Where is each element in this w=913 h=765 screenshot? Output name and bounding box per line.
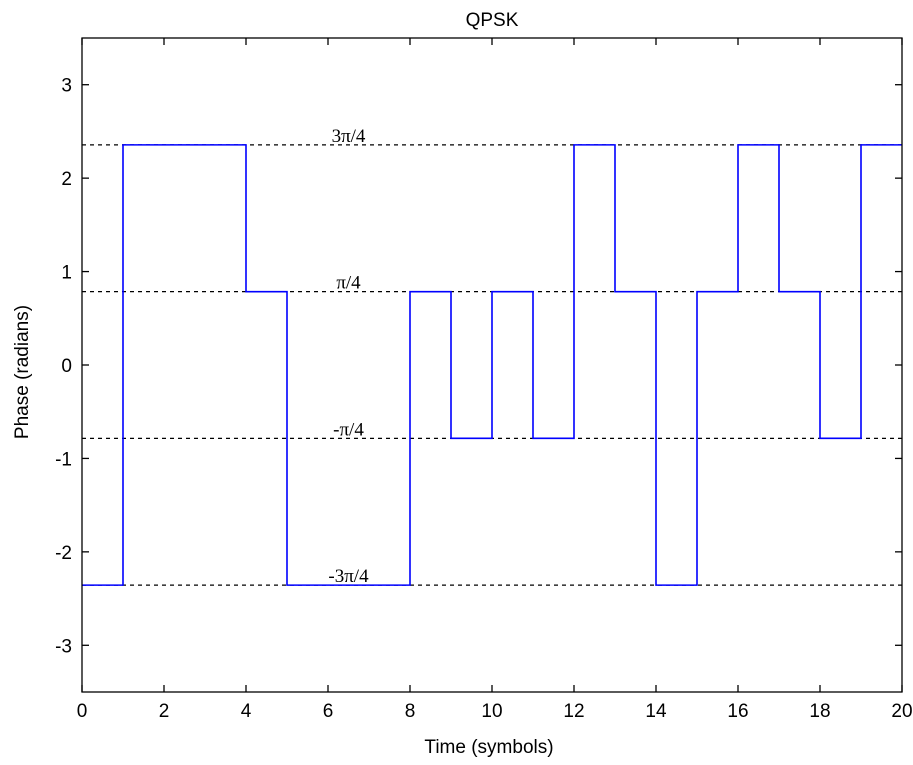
x-tick-label: 8 xyxy=(405,701,416,722)
phase-series-line xyxy=(82,144,902,586)
x-tick-label: 12 xyxy=(563,701,584,722)
x-tick-label: 4 xyxy=(241,701,252,722)
y-tick-label: 0 xyxy=(61,356,72,377)
x-tick-label: 10 xyxy=(481,701,502,722)
y-tick-label: -1 xyxy=(55,449,72,470)
y-tick-label: 3 xyxy=(61,76,72,97)
x-tick-label: 18 xyxy=(809,701,830,722)
y-axis-title: Phase (radians) xyxy=(12,305,33,439)
plot-area: 3π/4π/4-π/4-3π/40 2 4 6 8 10 12 14 16 18 20-3-2-10… xyxy=(55,37,913,722)
y-tick-label: 2 xyxy=(61,169,72,190)
y-tick-label: -3 xyxy=(55,636,72,657)
reference-label: π/4 xyxy=(336,273,361,294)
x-tick-label: 20 xyxy=(891,701,912,722)
chart-title: QPSK xyxy=(466,10,519,31)
reference-label: 3π/4 xyxy=(332,126,366,147)
x-tick-label: 16 xyxy=(727,701,748,722)
y-tick-label: -2 xyxy=(55,543,72,564)
reference-label: -π/4 xyxy=(333,419,364,440)
y-tick-label: 1 xyxy=(61,263,72,284)
reference-label: -3π/4 xyxy=(328,566,369,587)
x-tick-label: 0 xyxy=(77,701,88,722)
x-tick-label: 2 xyxy=(159,701,170,722)
x-tick-label: 6 xyxy=(323,701,334,722)
x-axis-title: Time (symbols) xyxy=(424,737,553,758)
x-tick-label: 14 xyxy=(645,701,667,722)
